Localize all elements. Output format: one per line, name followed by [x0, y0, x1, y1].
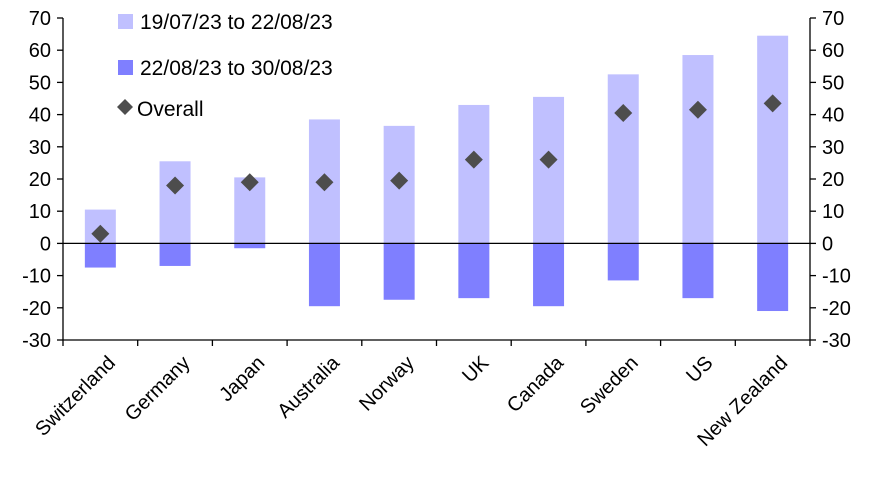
y-tick-label-left: -20: [22, 298, 51, 320]
bar-series-1: [607, 74, 639, 244]
x-tick-label: Switzerland: [31, 352, 120, 441]
x-tick-label: UK: [458, 352, 494, 388]
y-tick-label-left: 20: [29, 169, 51, 191]
marker-overall: [390, 171, 409, 190]
y-tick-label-right: 50: [822, 72, 844, 94]
y-tick-label-left: 0: [40, 233, 51, 255]
marker-overall: [166, 176, 185, 195]
bars-layer: [84, 35, 789, 312]
legend-label-series-2: 22/08/23 to 30/08/23: [140, 57, 333, 80]
y-tick-label-left: 70: [29, 8, 51, 30]
y-tick-label-right: 0: [822, 233, 833, 255]
bar-series-2: [607, 243, 639, 281]
bar-series-2: [458, 243, 490, 299]
legend: 19/07/23 to 22/08/23 22/08/23 to 30/08/2…: [117, 11, 333, 121]
bar-series-2: [533, 243, 565, 307]
y-tick-label-left: -10: [22, 266, 51, 288]
markers-layer: [91, 94, 782, 243]
y-tick-label-right: 40: [822, 105, 844, 127]
y-tick-label-right: -10: [822, 266, 851, 288]
bar-series-1: [159, 161, 191, 244]
x-tick-label: Canada: [503, 351, 569, 417]
bar-series-1: [533, 96, 565, 244]
y-tick-label-right: 20: [822, 169, 844, 191]
marker-overall: [539, 150, 558, 169]
bar-series-2: [757, 243, 789, 312]
bar-series-2: [234, 243, 266, 249]
bar-series-2: [159, 243, 191, 266]
legend-swatch-series-1: [118, 14, 133, 29]
bar-series-2: [84, 243, 116, 268]
x-tick-label: Australia: [273, 351, 344, 422]
bar-series-2: [682, 243, 714, 299]
marker-overall: [614, 103, 633, 122]
marker-overall: [315, 173, 334, 192]
marker-overall: [240, 173, 259, 192]
legend-marker-overall: [117, 99, 133, 115]
y-tick-label-right: -30: [822, 330, 851, 352]
marker-overall: [763, 94, 782, 113]
x-tick-label: Germany: [121, 352, 195, 426]
y-tick-label-right: 10: [822, 201, 844, 223]
bar-series-1: [458, 104, 490, 244]
x-tick-label: Norway: [355, 352, 418, 415]
legend-label-overall: Overall: [137, 98, 204, 121]
y-tick-label-left: 10: [29, 201, 51, 223]
y-tick-label-left: 30: [29, 137, 51, 159]
x-tick-label: Sweden: [576, 352, 643, 419]
marker-overall: [91, 224, 110, 243]
marker-overall: [688, 100, 707, 119]
bar-series-1: [682, 55, 714, 244]
y-tick-label-right: 30: [822, 137, 844, 159]
y-tick-label-right: 60: [822, 40, 844, 62]
y-tick-label-right: -20: [822, 298, 851, 320]
marker-overall: [464, 150, 483, 169]
y-tick-label-left: 50: [29, 72, 51, 94]
x-tick-label: US: [682, 352, 717, 387]
y-tick-label-left: -30: [22, 330, 51, 352]
bar-series-2: [308, 243, 340, 307]
bar-series-1: [757, 35, 789, 244]
y-tick-label-right: 70: [822, 8, 844, 30]
legend-label-series-1: 19/07/23 to 22/08/23: [140, 11, 333, 34]
y-tick-label-left: 40: [29, 105, 51, 127]
bar-series-2: [383, 243, 415, 300]
legend-swatch-series-2: [118, 60, 133, 75]
x-tick-label: Japan: [215, 352, 269, 406]
y-tick-label-left: 60: [29, 40, 51, 62]
